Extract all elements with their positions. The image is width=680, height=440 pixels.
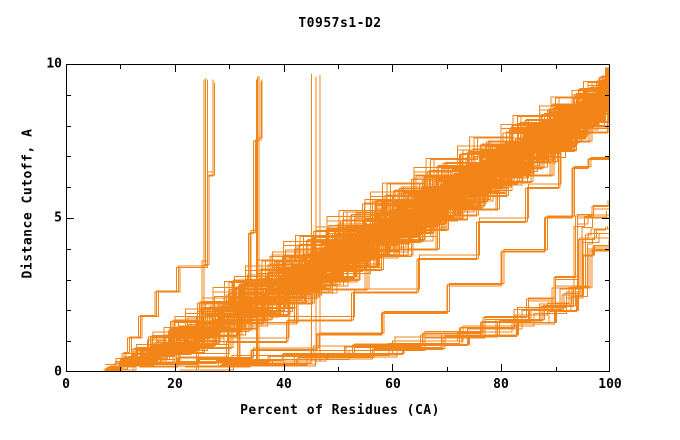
series-line	[542, 68, 609, 126]
series-line	[142, 122, 610, 364]
series-line	[162, 200, 609, 365]
x-tick-label-100: 100	[598, 377, 622, 392]
x-axis-label: Percent of Residues (CA)	[240, 403, 440, 418]
x-tick-label-0: 0	[62, 377, 70, 392]
plot-area	[66, 64, 610, 372]
series-line	[197, 82, 216, 370]
series-line	[392, 72, 610, 219]
series-line	[544, 67, 610, 125]
x-tick-label-20: 20	[167, 377, 183, 392]
series-line	[357, 76, 608, 242]
series-line	[196, 79, 214, 366]
series-line	[396, 99, 610, 221]
series-line	[116, 79, 205, 367]
axis-frame	[66, 64, 610, 372]
series-line	[155, 156, 610, 365]
series-line	[226, 82, 260, 367]
plot-canvas	[66, 64, 610, 372]
series-line	[163, 199, 610, 364]
y-axis-label: Distance Cutoff, A	[20, 128, 36, 279]
series-line	[221, 249, 610, 365]
series-line	[153, 153, 610, 367]
series-line	[118, 78, 207, 366]
series-line	[139, 126, 608, 368]
y-tick-label-0: 0	[54, 364, 62, 380]
series-line	[544, 72, 610, 130]
series-line	[335, 101, 610, 257]
x-tick-label-80: 80	[493, 377, 509, 392]
series-line	[134, 112, 610, 364]
y-tick-label-5: 5	[54, 210, 62, 226]
series-group	[103, 67, 610, 372]
series-line	[153, 157, 610, 366]
series-line	[228, 81, 262, 366]
series-line	[141, 125, 610, 367]
series-line	[122, 100, 610, 361]
series-line	[229, 79, 263, 364]
series-line	[233, 217, 610, 367]
y-tick-label-10: 10	[46, 56, 62, 72]
series-line	[337, 100, 610, 256]
chart-title: T0957s1-D2	[298, 16, 382, 31]
series-line	[196, 83, 214, 371]
x-tick-label-40: 40	[276, 377, 292, 392]
series-line	[229, 208, 610, 364]
series-line	[225, 211, 607, 366]
series-line	[220, 250, 610, 366]
x-tick-label-60: 60	[385, 377, 401, 392]
